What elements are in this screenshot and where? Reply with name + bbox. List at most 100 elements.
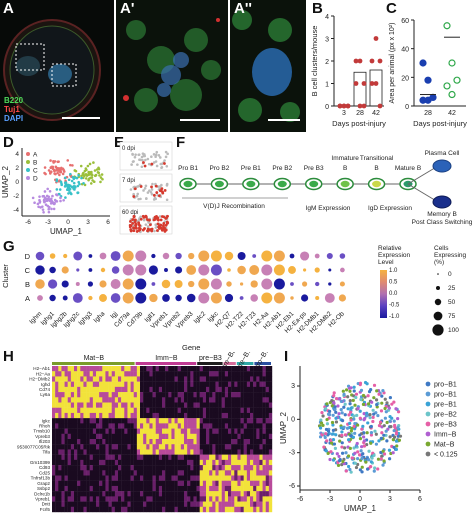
panel-h-cell <box>243 506 248 513</box>
panel-g-dot <box>88 268 93 272</box>
panel-h-cell <box>61 397 65 403</box>
panel-h-cell <box>83 491 87 497</box>
panel-i-point <box>355 413 359 417</box>
panel-h-cell <box>221 428 226 434</box>
panel-h-cell <box>202 428 207 434</box>
panel-h-cell <box>89 386 94 393</box>
panel-g-ylabel: Cluster <box>1 264 10 288</box>
panel-i-point <box>383 397 387 401</box>
panel-h-cell <box>67 371 72 377</box>
panel-h-cell <box>61 392 65 398</box>
panel-h-cell <box>80 454 84 461</box>
panel-h-cell <box>221 501 226 507</box>
panel-g-dot <box>250 280 258 288</box>
panel-h-cell <box>218 496 222 502</box>
panel-h-cell <box>121 407 125 414</box>
panel-h-cell <box>89 501 94 507</box>
panel-h-cell <box>114 366 119 372</box>
panel-i-xtick-label: 6 <box>418 496 422 503</box>
panel-i-xtick-label: 0 <box>358 496 362 503</box>
panel-h-cell <box>202 449 207 455</box>
panel-h-cell <box>215 485 219 492</box>
panel-h-cell <box>206 506 210 513</box>
panel-h-cell <box>184 459 188 466</box>
panel-i-xtick-label: -6 <box>297 496 303 503</box>
panel-h-cell <box>149 439 153 445</box>
panel-h-cell <box>240 506 244 513</box>
panel-h-cell <box>102 423 106 429</box>
panel-h-cell <box>193 397 197 403</box>
panel-h-cell <box>199 501 204 507</box>
panel-e-hl-point <box>148 218 151 222</box>
panel-e-hl-point <box>163 229 167 233</box>
panel-h-cell <box>143 376 147 382</box>
panel-h-cell <box>253 381 257 388</box>
panel-h-cell <box>212 480 216 487</box>
panel-h-cell <box>158 480 163 487</box>
panel-i-point <box>331 428 336 432</box>
panel-h-cell <box>105 418 109 424</box>
panel-h-cell <box>224 412 229 419</box>
panel-h-cell <box>55 407 59 414</box>
panel-d-xtick-label: 6 <box>106 219 110 226</box>
panel-g-dot <box>88 254 93 258</box>
panel-h-cell <box>118 407 122 414</box>
panel-h-cell <box>196 444 200 450</box>
panel-d-point <box>63 185 67 188</box>
panel-g-gene-label: Ighg3 <box>77 310 94 327</box>
panel-h-cell <box>77 428 81 434</box>
panel-f-igd-label: IgD Expression <box>368 205 412 212</box>
panel-i-point <box>385 420 389 425</box>
panel-h-cell <box>268 428 273 434</box>
panel-e-hl-point <box>129 228 133 232</box>
panel-d-point <box>57 167 61 170</box>
panel-h-cell <box>237 397 241 403</box>
panel-h-cell <box>105 459 109 466</box>
panel-h-cell <box>77 470 81 476</box>
panel-d-point <box>98 174 101 177</box>
panel-h-cell <box>96 444 100 450</box>
panel-h-cell <box>243 491 248 497</box>
panel-i-point <box>339 426 343 430</box>
panel-h-cell <box>127 491 131 497</box>
panel-h-cell <box>127 475 131 481</box>
panel-h-cell <box>193 465 197 471</box>
panel-h-cell <box>162 485 166 492</box>
panel-h-cell <box>118 485 122 492</box>
panel-h-cell <box>231 397 235 403</box>
panel-h-cell <box>259 444 263 450</box>
panel-h-cell <box>136 480 141 487</box>
panel-e-bg-point <box>138 158 141 162</box>
panel-h-cell <box>127 366 131 372</box>
panel-h-cell <box>64 371 68 377</box>
panel-i-point <box>358 381 363 385</box>
panel-d-point <box>66 159 70 162</box>
panel-h-cell <box>174 402 178 408</box>
panel-h-cell <box>206 465 210 471</box>
panel-h-cell <box>67 423 72 429</box>
panel-d-point <box>47 169 51 172</box>
panel-h-cell <box>70 423 75 429</box>
panel-g-dot <box>239 282 244 286</box>
panel-h-cell <box>136 439 141 445</box>
panel-i-point <box>370 400 374 404</box>
panel-h-cell <box>168 371 172 377</box>
panel-e-bg-point <box>144 223 148 226</box>
panel-h-cell <box>121 465 125 471</box>
panel-h-cell <box>61 475 65 481</box>
panel-h-cell <box>124 418 128 424</box>
panel-g-cluster-label: D <box>25 252 31 261</box>
panel-h-cell <box>121 491 125 497</box>
panel-h-cell <box>127 454 131 461</box>
panel-h-cell <box>196 397 200 403</box>
panel-a-stain-b220: B220 <box>4 96 24 105</box>
panel-h-cell <box>209 428 213 434</box>
panel-h-cell <box>96 491 100 497</box>
panel-h-cell <box>149 423 153 429</box>
panel-h-cell <box>58 496 62 502</box>
panel-h-cell <box>80 433 84 440</box>
panel-g-color-title-1: Relative <box>378 245 402 252</box>
panel-b-point <box>353 81 359 86</box>
panel-h-cell <box>92 480 97 487</box>
